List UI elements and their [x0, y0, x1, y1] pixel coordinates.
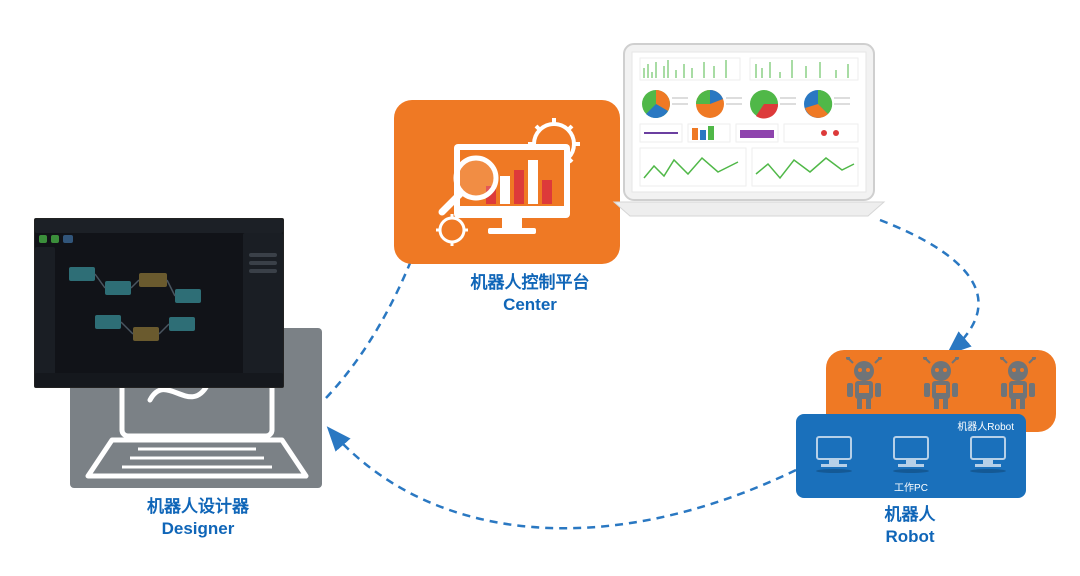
robot-label-cn: 机器人	[885, 505, 936, 524]
pc-icon	[963, 433, 1013, 475]
pc-icon	[809, 433, 859, 475]
center-orange-card	[394, 100, 620, 264]
robot-small-label: 机器人Robot	[957, 418, 1014, 433]
edge-center-robot	[880, 220, 979, 352]
robot-icon	[995, 357, 1041, 413]
designer-label: 机器人设计器 Designer	[108, 496, 288, 540]
dashboard-laptop	[610, 38, 888, 224]
center-label-cn: 机器人控制平台	[471, 273, 590, 292]
designer-label-cn: 机器人设计器	[147, 497, 249, 516]
designer-ide-screenshot	[34, 218, 284, 388]
robot-blue-card: 机器人Robot 工作PC	[796, 414, 1026, 498]
robot-row	[826, 356, 1056, 414]
pc-icon	[886, 433, 936, 475]
robot-icon	[918, 357, 964, 413]
pc-small-label: 工作PC	[796, 479, 1026, 494]
center-label-en: Center	[503, 295, 557, 314]
edge-robot-designer	[330, 430, 796, 528]
robot-label-en: Robot	[885, 527, 934, 546]
designer-label-en: Designer	[162, 519, 235, 538]
robot-label: 机器人 Robot	[840, 504, 980, 548]
pc-row	[796, 432, 1026, 476]
robot-icon	[841, 357, 887, 413]
center-label: 机器人控制平台 Center	[440, 272, 620, 316]
center-monitor-icon	[394, 100, 620, 264]
